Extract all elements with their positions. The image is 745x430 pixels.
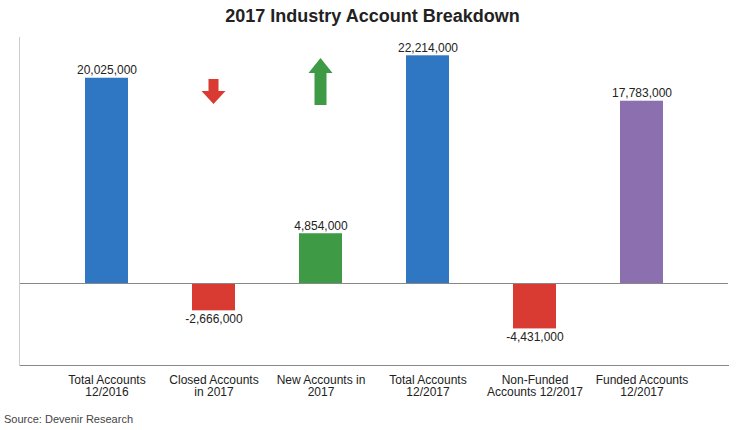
svg-text:17,783,000: 17,783,000	[612, 86, 672, 100]
svg-text:4,854,000: 4,854,000	[294, 219, 348, 233]
svg-text:-4,431,000: -4,431,000	[506, 330, 564, 344]
svg-text:22,214,000: 22,214,000	[398, 41, 458, 55]
svg-text:-2,666,000: -2,666,000	[185, 312, 243, 326]
svg-text:Funded Accounts12/2017: Funded Accounts12/2017	[596, 373, 689, 399]
svg-text:Total Accounts12/2016: Total Accounts12/2016	[68, 373, 145, 399]
svg-text:Non-FundedAccounts 12/2017: Non-FundedAccounts 12/2017	[487, 373, 583, 399]
svg-text:Closed Accountsin 2017: Closed Accountsin 2017	[169, 373, 258, 399]
svg-text:Total Accounts12/2017: Total Accounts12/2017	[389, 373, 466, 399]
html-text:2017 Industry Account Breakdow: 2017 Industry Account Breakdown	[225, 6, 520, 26]
svg-text:20,025,000: 20,025,000	[77, 63, 137, 77]
html-text:Source: Devenir Research: Source: Devenir Research	[4, 413, 133, 425]
svg-text:New Accounts in2017: New Accounts in2017	[277, 373, 366, 399]
